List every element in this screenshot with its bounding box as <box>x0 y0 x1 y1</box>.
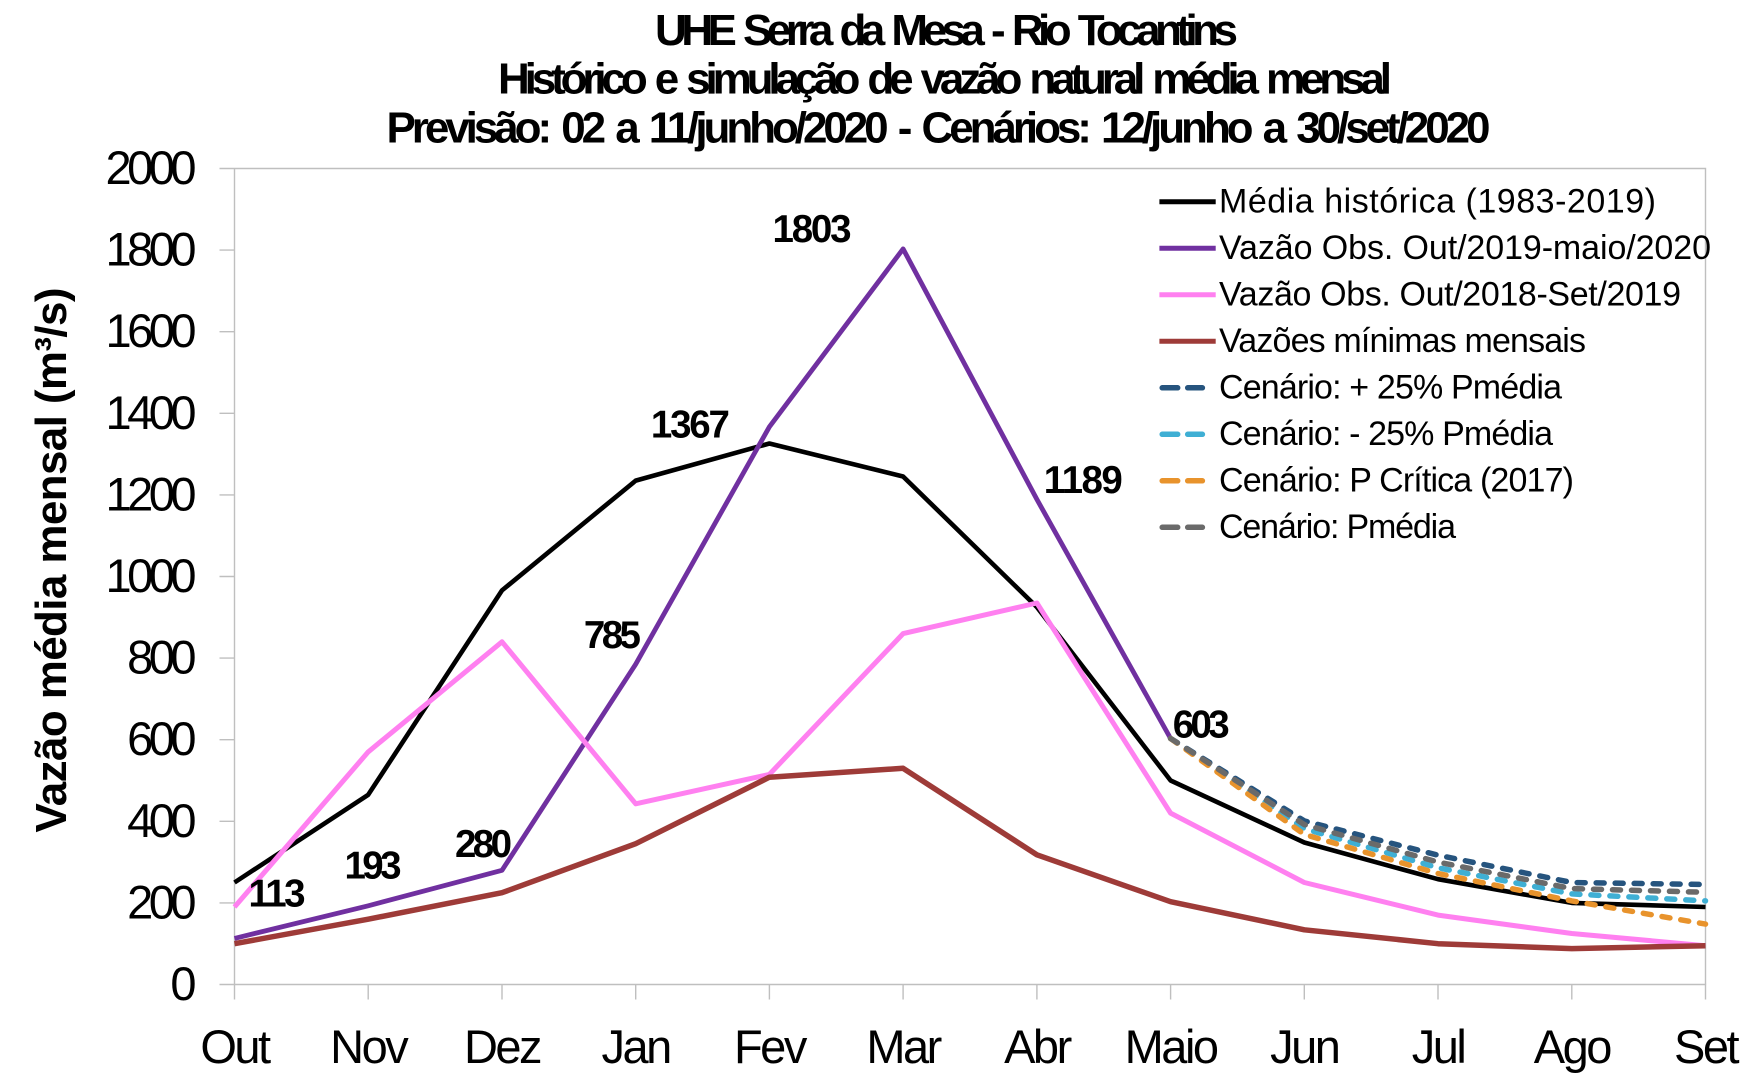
svg-text:193: 193 <box>345 844 402 887</box>
svg-text:1803: 1803 <box>773 208 852 251</box>
svg-text:785: 785 <box>584 614 641 657</box>
svg-text:113: 113 <box>249 873 306 916</box>
svg-text:1189: 1189 <box>1044 459 1123 502</box>
svg-text:Vazão média mensal (m³/s): Vazão média mensal (m³/s) <box>27 288 76 833</box>
svg-text:Ago: Ago <box>1534 1020 1611 1073</box>
svg-text:200: 200 <box>127 875 195 928</box>
svg-text:1800: 1800 <box>105 223 195 276</box>
svg-text:Set: Set <box>1674 1020 1739 1073</box>
svg-text:Média histórica (1983-2019): Média histórica (1983-2019) <box>1219 183 1656 221</box>
svg-text:Previsão: 02 a 11/junho/2020 -: Previsão: 02 a 11/junho/2020 - Cenários:… <box>387 104 1491 153</box>
svg-text:Jan: Jan <box>602 1020 671 1073</box>
svg-text:Out: Out <box>200 1020 271 1073</box>
svg-text:Nov: Nov <box>330 1020 409 1073</box>
svg-text:400: 400 <box>127 794 195 847</box>
svg-text:1367: 1367 <box>651 404 730 447</box>
svg-text:Jul: Jul <box>1412 1020 1465 1073</box>
svg-text:Abr: Abr <box>1004 1020 1071 1073</box>
svg-text:UHE Serra da Mesa - Rio Tocant: UHE Serra da Mesa - Rio Tocantins <box>655 6 1238 55</box>
svg-text:1600: 1600 <box>105 304 195 357</box>
svg-text:Cenário: + 25% Pmédia: Cenário: + 25% Pmédia <box>1219 369 1562 407</box>
svg-text:Cenário: Pmédia: Cenário: Pmédia <box>1219 508 1456 546</box>
svg-text:Vazão Obs. Out/2018-Set/2019: Vazão Obs. Out/2018-Set/2019 <box>1219 276 1681 314</box>
svg-text:600: 600 <box>127 712 195 765</box>
svg-text:Maio: Maio <box>1125 1020 1218 1073</box>
svg-text:Cenário: P Crítica (2017): Cenário: P Crítica (2017) <box>1219 462 1574 500</box>
svg-text:Vazões mínimas mensais: Vazões mínimas mensais <box>1219 322 1586 360</box>
svg-text:Fev: Fev <box>734 1020 808 1073</box>
svg-text:1200: 1200 <box>105 467 195 520</box>
svg-text:Dez: Dez <box>464 1020 541 1073</box>
svg-text:1400: 1400 <box>105 386 195 439</box>
svg-text:Jun: Jun <box>1270 1020 1339 1073</box>
svg-text:2000: 2000 <box>105 141 195 194</box>
svg-text:0: 0 <box>170 957 195 1010</box>
svg-text:Vazão Obs. Out/2019-maio/2020: Vazão Obs. Out/2019-maio/2020 <box>1219 229 1711 267</box>
svg-text:Cenário: - 25% Pmédia: Cenário: - 25% Pmédia <box>1219 415 1553 453</box>
svg-text:Histórico e simulação de vazão: Histórico e simulação de vazão natural m… <box>498 55 1392 104</box>
svg-text:603: 603 <box>1173 704 1230 747</box>
svg-text:280: 280 <box>455 823 512 866</box>
svg-text:800: 800 <box>127 631 195 684</box>
svg-text:1000: 1000 <box>105 549 195 602</box>
svg-text:Mar: Mar <box>866 1020 941 1073</box>
